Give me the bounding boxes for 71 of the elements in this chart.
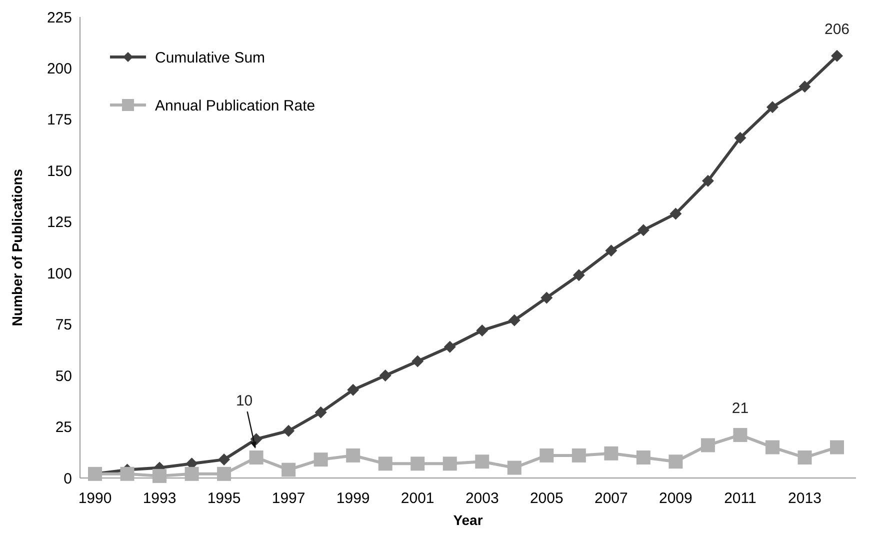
data-label: 21 [732,400,749,417]
x-tick-label: 2009 [659,490,692,507]
point [314,406,327,418]
y-tick-label: 50 [55,368,72,385]
x-tick-label: 1993 [142,490,176,507]
x-tick-label: 2005 [530,490,564,507]
x-tick-label: 2003 [465,490,499,507]
point [314,452,328,467]
x-tick-label: 1990 [78,490,112,507]
point [637,224,650,236]
point [604,446,618,460]
point [249,450,264,465]
point [798,80,811,93]
legend-label: Annual Publication Rate [155,97,316,114]
point [218,454,230,466]
point [831,50,843,62]
point [668,454,683,469]
y-tick-label: 75 [55,316,72,334]
y-tick-label: 175 [46,112,72,129]
point [346,448,360,462]
point [184,466,199,481]
point [830,440,844,454]
point [702,174,714,187]
point [540,292,553,304]
point [444,340,456,353]
point [572,269,585,282]
point [217,466,232,481]
x-tick-label: 1997 [272,490,306,507]
point [507,460,522,475]
legend-label: Cumulative Sum [155,49,266,66]
point [442,456,457,471]
point [378,456,392,471]
point [120,466,134,481]
point [540,448,554,462]
point [347,384,360,396]
point [765,440,780,454]
point [734,132,746,144]
y-axis-title: Number of Publications [9,168,25,326]
point [410,456,425,471]
point [379,370,392,382]
x-tick-label: 2007 [594,490,628,507]
x-tick-label: 2011 [724,490,756,507]
point [700,438,715,452]
point [670,208,682,220]
data-label: 206 [824,20,850,38]
data-label: 10 [236,392,253,410]
x-tick-label: 1999 [336,490,370,507]
point [475,454,490,469]
point [508,314,520,326]
y-tick-label: 25 [55,419,72,436]
x-tick-label: 1995 [207,490,241,507]
point [572,448,586,462]
x-axis-title: Year [453,512,484,528]
point [282,424,295,437]
y-tick-label: 225 [46,9,72,26]
x-tick-label: 2013 [788,490,822,507]
point [636,450,650,465]
point [476,324,488,336]
point [152,468,167,483]
point [798,450,812,465]
point [412,355,424,368]
point [605,244,618,257]
point [766,101,778,114]
y-tick-label: 100 [46,265,72,282]
y-tick-label: 125 [46,214,72,232]
y-tick-label: 200 [46,60,72,78]
x-tick-label: 2001 [400,490,434,507]
y-tick-label: 150 [46,162,72,180]
point [733,428,748,442]
point [282,462,296,477]
y-tick-label: 0 [64,470,72,488]
